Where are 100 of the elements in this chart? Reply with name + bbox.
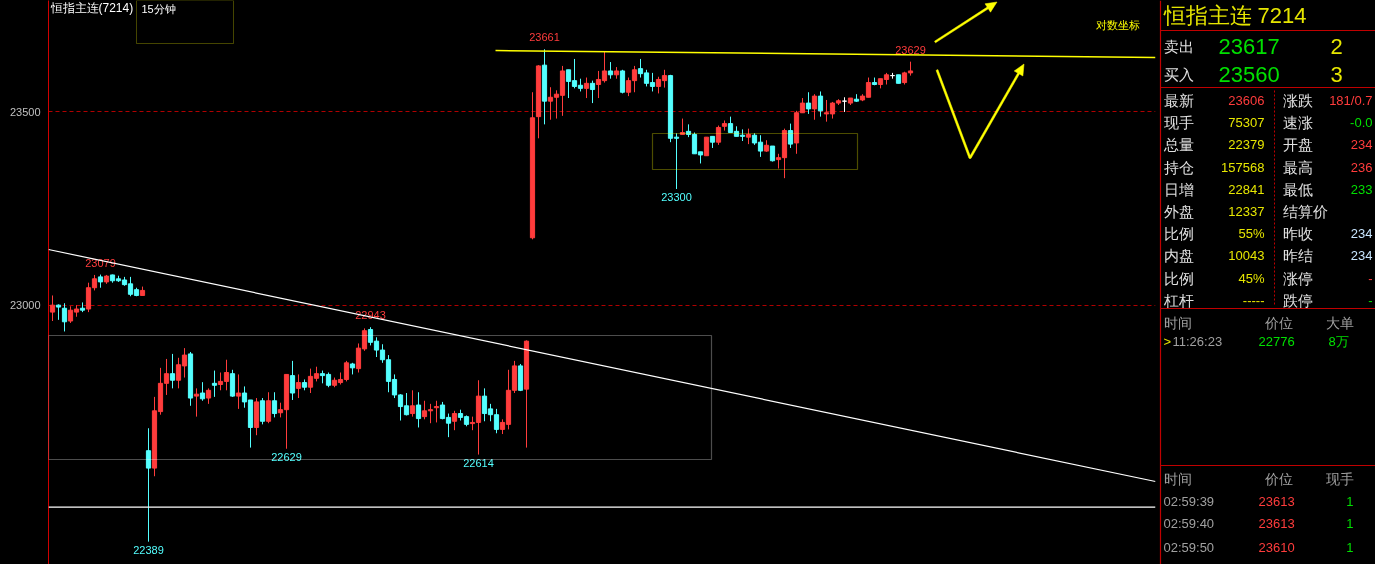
candlestick [169, 353, 176, 389]
text: 22776 [1258, 334, 1295, 349]
text: 3 [1330, 62, 1343, 87]
text: 价位 [1263, 314, 1293, 331]
text: -0.0 [1350, 115, 1373, 131]
text: 最低 [1282, 180, 1313, 198]
text: > [1163, 334, 1172, 349]
y-tick-label: 23500 [9, 105, 41, 118]
text: 181/0.7 [1329, 93, 1373, 108]
text: 日增 [1163, 180, 1194, 198]
annotation: 23661 [529, 31, 560, 44]
text: 大单 [1325, 314, 1354, 331]
annotation: 23300 [661, 191, 692, 204]
candlestick [265, 391, 272, 424]
text: 卖出 [1163, 38, 1194, 55]
text: 持仓 [1163, 158, 1194, 176]
text: 23617 [1218, 34, 1280, 59]
candlestick [817, 90, 824, 118]
text: 总量 [1162, 136, 1194, 154]
candlestick [583, 77, 590, 99]
candlestick [235, 373, 242, 410]
text: 恒指主连 7214 [1162, 3, 1307, 28]
text: 236 [1350, 159, 1373, 175]
text: 杠杆 [1162, 291, 1194, 309]
candlestick [295, 373, 302, 399]
text: 23606 [1228, 93, 1265, 108]
text: 23560 [1218, 62, 1280, 87]
text: 开盘 [1282, 136, 1313, 154]
candlestick [715, 125, 722, 146]
annotation: 23079 [85, 256, 116, 269]
text: 最新 [1163, 92, 1194, 109]
candlestick [49, 294, 56, 322]
chart-title: 恒指主连(7214) [49, 0, 134, 15]
annotation: 23629 [895, 43, 926, 56]
candlestick [289, 360, 296, 401]
candlestick [145, 427, 152, 543]
text: 02:59:40 [1163, 516, 1215, 531]
text: 12337 [1228, 204, 1265, 219]
text: 昨收 [1282, 225, 1313, 243]
y-tick-label: 23000 [9, 299, 41, 312]
candlestick [193, 387, 200, 418]
candlestick [589, 80, 596, 104]
text: 买入 [1163, 66, 1194, 83]
text: 157568 [1221, 159, 1265, 175]
text: 速涨 [1282, 114, 1313, 132]
text: 内盘 [1163, 247, 1194, 265]
candlestick [409, 389, 416, 418]
annotation: 22629 [271, 450, 302, 463]
candlestick [61, 302, 68, 332]
candlestick [271, 391, 278, 418]
text: 233 [1350, 181, 1373, 197]
text: 2 [1330, 34, 1343, 59]
text: 234 [1350, 137, 1373, 153]
annotation: 15分钟 [141, 2, 176, 15]
text: 价位 [1263, 470, 1293, 487]
candlestick [811, 93, 818, 121]
text: 23613 [1258, 494, 1295, 509]
text: 涨停 [1282, 269, 1313, 287]
candlestick [451, 410, 458, 431]
candlestick [787, 123, 794, 149]
candlestick [703, 136, 710, 157]
text: 跌停 [1282, 291, 1313, 309]
text: 时间 [1163, 314, 1192, 331]
text: - [1368, 270, 1373, 286]
text: 对数坐标 [1095, 18, 1140, 31]
text: 22379 [1228, 137, 1265, 153]
text: 时间 [1163, 470, 1192, 487]
text: 现手 [1163, 114, 1194, 132]
text: 234 [1350, 226, 1373, 242]
text: 55% [1238, 226, 1265, 242]
text: 1 [1346, 540, 1354, 555]
annotation: 22614 [463, 456, 494, 469]
text: 22841 [1228, 181, 1265, 197]
candlestick [229, 369, 236, 398]
text: 比例 [1163, 225, 1194, 243]
text: 现手 [1325, 470, 1354, 487]
text: 10043 [1228, 248, 1265, 264]
text: 结算价 [1282, 203, 1328, 220]
text: 02:59:50 [1163, 540, 1215, 555]
text: 1 [1346, 494, 1354, 509]
text: 1 [1346, 516, 1354, 531]
text: 23613 [1258, 516, 1295, 531]
candlestick [805, 91, 812, 115]
text: 75307 [1228, 115, 1265, 131]
text: 涨跌 [1282, 92, 1313, 109]
text: ----- [1242, 292, 1265, 308]
text: 外盘 [1163, 203, 1194, 220]
text: 234 [1350, 248, 1373, 264]
text: 昨结 [1282, 247, 1313, 265]
candlestick [433, 400, 440, 423]
candlestick [415, 391, 422, 428]
text: 11:26:23 [1172, 334, 1223, 349]
text: 最高 [1282, 158, 1313, 176]
text: - [1368, 292, 1373, 308]
text: 比例 [1163, 269, 1194, 287]
text: 8万 [1328, 334, 1349, 349]
candlestick [199, 381, 206, 402]
text: 45% [1238, 270, 1265, 286]
annotation: 22389 [133, 543, 164, 556]
text: 23610 [1258, 540, 1295, 555]
